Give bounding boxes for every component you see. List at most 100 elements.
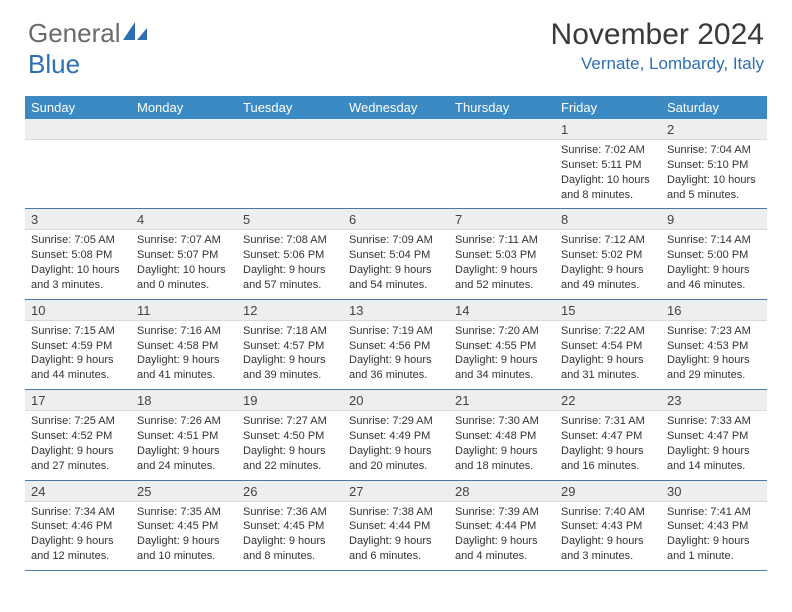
day-cell: 2Sunrise: 7:04 AMSunset: 5:10 PMDaylight… — [661, 119, 767, 209]
day-number: 12 — [237, 300, 343, 321]
week-row: 17Sunrise: 7:25 AMSunset: 4:52 PMDayligh… — [25, 390, 767, 480]
day-number: 1 — [555, 119, 661, 140]
day-details — [449, 140, 555, 202]
sunrise-text: Sunrise: 7:31 AM — [561, 414, 655, 429]
sail-icon — [121, 18, 149, 40]
day-cell: 29Sunrise: 7:40 AMSunset: 4:43 PMDayligh… — [555, 480, 661, 570]
day-number: 17 — [25, 390, 131, 411]
sunset-text: Sunset: 4:58 PM — [137, 339, 231, 354]
sunset-text: Sunset: 4:43 PM — [561, 519, 655, 534]
day-number: 30 — [661, 481, 767, 502]
day-number: 18 — [131, 390, 237, 411]
day-number — [237, 119, 343, 140]
day-cell: 9Sunrise: 7:14 AMSunset: 5:00 PMDaylight… — [661, 209, 767, 299]
sunrise-text: Sunrise: 7:36 AM — [243, 505, 337, 520]
daylight-text: Daylight: 10 hours and 0 minutes. — [137, 263, 231, 293]
day-cell: 24Sunrise: 7:34 AMSunset: 4:46 PMDayligh… — [25, 480, 131, 570]
sunset-text: Sunset: 4:55 PM — [455, 339, 549, 354]
day-details: Sunrise: 7:27 AMSunset: 4:50 PMDaylight:… — [237, 411, 343, 479]
day-number: 20 — [343, 390, 449, 411]
sunrise-text: Sunrise: 7:19 AM — [349, 324, 443, 339]
logo-text: GeneralBlue — [28, 18, 149, 80]
day-number: 27 — [343, 481, 449, 502]
daylight-text: Daylight: 9 hours and 44 minutes. — [31, 353, 125, 383]
sunrise-text: Sunrise: 7:18 AM — [243, 324, 337, 339]
sunrise-text: Sunrise: 7:04 AM — [667, 143, 761, 158]
blank-cell — [131, 119, 237, 209]
sunset-text: Sunset: 4:56 PM — [349, 339, 443, 354]
daylight-text: Daylight: 9 hours and 6 minutes. — [349, 534, 443, 564]
calendar-body: 1Sunrise: 7:02 AMSunset: 5:11 PMDaylight… — [25, 119, 767, 570]
day-cell: 22Sunrise: 7:31 AMSunset: 4:47 PMDayligh… — [555, 390, 661, 480]
sunset-text: Sunset: 5:10 PM — [667, 158, 761, 173]
day-details: Sunrise: 7:02 AMSunset: 5:11 PMDaylight:… — [555, 140, 661, 208]
day-number: 28 — [449, 481, 555, 502]
sunset-text: Sunset: 4:43 PM — [667, 519, 761, 534]
daylight-text: Daylight: 9 hours and 52 minutes. — [455, 263, 549, 293]
day-details: Sunrise: 7:05 AMSunset: 5:08 PMDaylight:… — [25, 230, 131, 298]
day-details: Sunrise: 7:29 AMSunset: 4:49 PMDaylight:… — [343, 411, 449, 479]
sunset-text: Sunset: 5:03 PM — [455, 248, 549, 263]
day-details: Sunrise: 7:31 AMSunset: 4:47 PMDaylight:… — [555, 411, 661, 479]
day-cell: 21Sunrise: 7:30 AMSunset: 4:48 PMDayligh… — [449, 390, 555, 480]
sunset-text: Sunset: 5:02 PM — [561, 248, 655, 263]
week-row: 3Sunrise: 7:05 AMSunset: 5:08 PMDaylight… — [25, 209, 767, 299]
day-cell: 1Sunrise: 7:02 AMSunset: 5:11 PMDaylight… — [555, 119, 661, 209]
sunset-text: Sunset: 5:04 PM — [349, 248, 443, 263]
blank-cell — [237, 119, 343, 209]
day-details: Sunrise: 7:39 AMSunset: 4:44 PMDaylight:… — [449, 502, 555, 570]
sunrise-text: Sunrise: 7:35 AM — [137, 505, 231, 520]
week-row: 10Sunrise: 7:15 AMSunset: 4:59 PMDayligh… — [25, 299, 767, 389]
day-details: Sunrise: 7:19 AMSunset: 4:56 PMDaylight:… — [343, 321, 449, 389]
weekday-wednesday: Wednesday — [343, 96, 449, 119]
daylight-text: Daylight: 9 hours and 20 minutes. — [349, 444, 443, 474]
day-details: Sunrise: 7:11 AMSunset: 5:03 PMDaylight:… — [449, 230, 555, 298]
daylight-text: Daylight: 9 hours and 12 minutes. — [31, 534, 125, 564]
day-cell: 17Sunrise: 7:25 AMSunset: 4:52 PMDayligh… — [25, 390, 131, 480]
day-cell: 4Sunrise: 7:07 AMSunset: 5:07 PMDaylight… — [131, 209, 237, 299]
daylight-text: Daylight: 9 hours and 3 minutes. — [561, 534, 655, 564]
day-details — [237, 140, 343, 202]
day-cell: 20Sunrise: 7:29 AMSunset: 4:49 PMDayligh… — [343, 390, 449, 480]
day-number — [343, 119, 449, 140]
day-cell: 23Sunrise: 7:33 AMSunset: 4:47 PMDayligh… — [661, 390, 767, 480]
sunset-text: Sunset: 4:52 PM — [31, 429, 125, 444]
daylight-text: Daylight: 9 hours and 24 minutes. — [137, 444, 231, 474]
day-details — [131, 140, 237, 202]
day-details: Sunrise: 7:34 AMSunset: 4:46 PMDaylight:… — [25, 502, 131, 570]
day-number: 4 — [131, 209, 237, 230]
day-number: 13 — [343, 300, 449, 321]
day-details — [25, 140, 131, 202]
day-details: Sunrise: 7:15 AMSunset: 4:59 PMDaylight:… — [25, 321, 131, 389]
daylight-text: Daylight: 9 hours and 16 minutes. — [561, 444, 655, 474]
sunset-text: Sunset: 5:00 PM — [667, 248, 761, 263]
daylight-text: Daylight: 9 hours and 39 minutes. — [243, 353, 337, 383]
day-details: Sunrise: 7:04 AMSunset: 5:10 PMDaylight:… — [661, 140, 767, 208]
sunrise-text: Sunrise: 7:34 AM — [31, 505, 125, 520]
day-number: 5 — [237, 209, 343, 230]
day-cell: 28Sunrise: 7:39 AMSunset: 4:44 PMDayligh… — [449, 480, 555, 570]
week-row: 1Sunrise: 7:02 AMSunset: 5:11 PMDaylight… — [25, 119, 767, 209]
day-number: 29 — [555, 481, 661, 502]
daylight-text: Daylight: 9 hours and 54 minutes. — [349, 263, 443, 293]
daylight-text: Daylight: 9 hours and 27 minutes. — [31, 444, 125, 474]
sunrise-text: Sunrise: 7:02 AM — [561, 143, 655, 158]
day-number: 16 — [661, 300, 767, 321]
day-cell: 25Sunrise: 7:35 AMSunset: 4:45 PMDayligh… — [131, 480, 237, 570]
day-number: 11 — [131, 300, 237, 321]
daylight-text: Daylight: 10 hours and 5 minutes. — [667, 173, 761, 203]
sunrise-text: Sunrise: 7:25 AM — [31, 414, 125, 429]
sunset-text: Sunset: 4:59 PM — [31, 339, 125, 354]
day-details — [343, 140, 449, 202]
day-details: Sunrise: 7:25 AMSunset: 4:52 PMDaylight:… — [25, 411, 131, 479]
sunrise-text: Sunrise: 7:16 AM — [137, 324, 231, 339]
blank-cell — [343, 119, 449, 209]
location-subtitle: Vernate, Lombardy, Italy — [551, 54, 764, 74]
day-number: 24 — [25, 481, 131, 502]
day-cell: 14Sunrise: 7:20 AMSunset: 4:55 PMDayligh… — [449, 299, 555, 389]
day-number: 9 — [661, 209, 767, 230]
sunset-text: Sunset: 4:49 PM — [349, 429, 443, 444]
day-details: Sunrise: 7:26 AMSunset: 4:51 PMDaylight:… — [131, 411, 237, 479]
day-number — [449, 119, 555, 140]
daylight-text: Daylight: 9 hours and 22 minutes. — [243, 444, 337, 474]
